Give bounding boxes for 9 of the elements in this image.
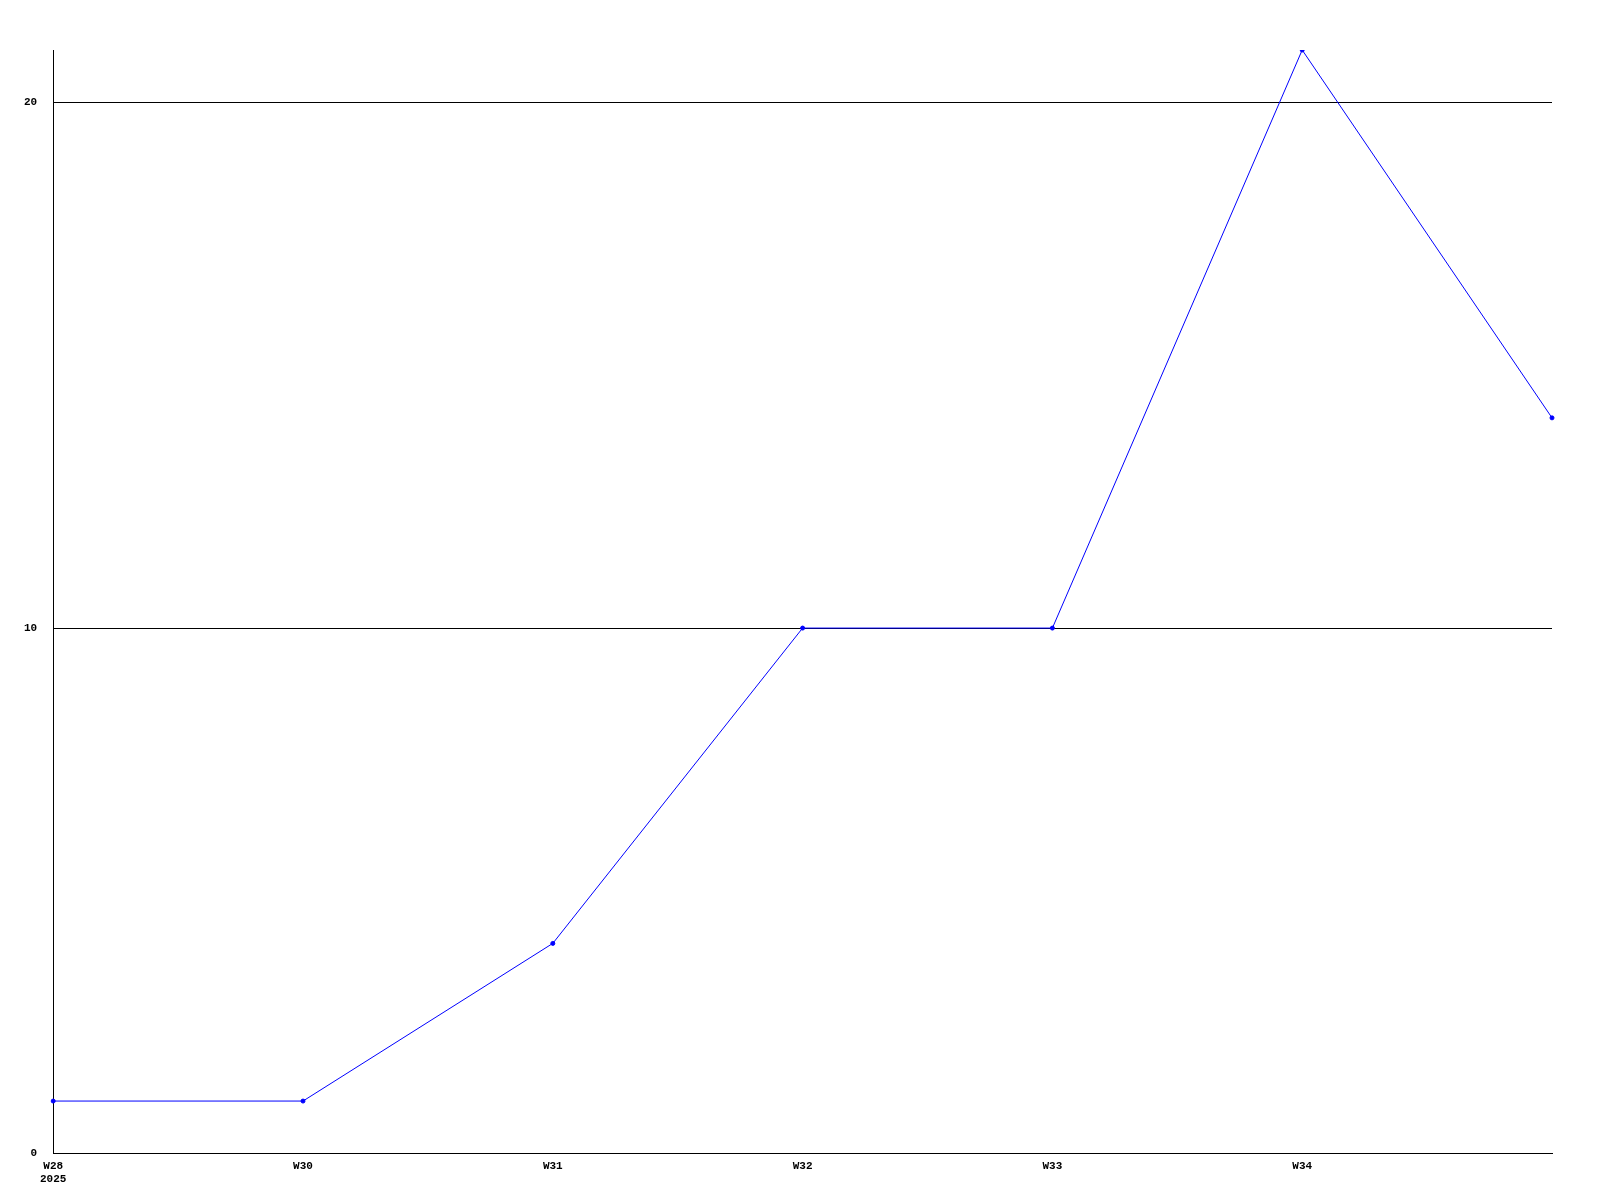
y-tick-label: 10: [24, 621, 38, 634]
y-tick-label: 20: [24, 96, 38, 109]
x-tick-label: W33: [1042, 1159, 1063, 1172]
x-tick-label: W32: [792, 1159, 813, 1172]
x-tick-label: W30: [293, 1159, 313, 1172]
x-tick-label: W31: [542, 1159, 564, 1172]
x-tick-label: W34: [1292, 1159, 1313, 1172]
x-tick-label: W28 2025: [40, 1159, 67, 1186]
y-tick-label: 0: [30, 1147, 38, 1160]
